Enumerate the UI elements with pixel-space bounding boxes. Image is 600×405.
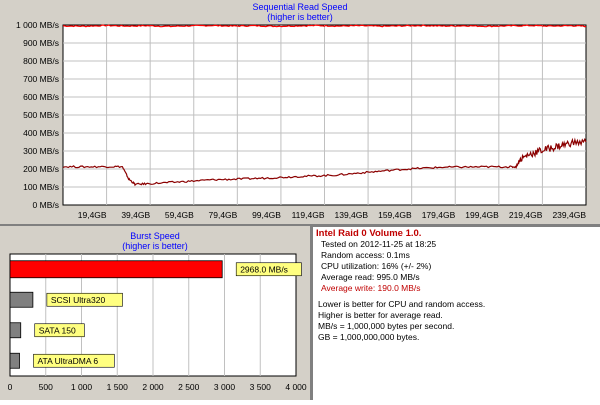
x-tick-label: 79,4GB bbox=[209, 210, 238, 220]
x-tick-label: 239,4GB bbox=[552, 210, 586, 220]
x-tick-label: 179,4GB bbox=[422, 210, 456, 220]
note-line: MB/s = 1,000,000 bytes per second. bbox=[318, 321, 455, 331]
chart-title: Burst Speed bbox=[130, 231, 180, 241]
bar-label: ATA UltraDMA 6 bbox=[38, 356, 99, 366]
y-tick-label: 900 MB/s bbox=[23, 38, 59, 48]
bar-label-box bbox=[34, 323, 85, 338]
bar-label-box bbox=[46, 292, 123, 307]
chart-subtitle: (higher is better) bbox=[267, 12, 333, 22]
y-tick-label: 400 MB/s bbox=[23, 128, 59, 138]
bar bbox=[9, 352, 20, 369]
x-tick-label: 0 bbox=[8, 382, 13, 392]
x-tick-label: 159,4GB bbox=[378, 210, 412, 220]
bar-label: SCSI Ultra320 bbox=[51, 295, 106, 305]
sequential-read-chart: Sequential Read Speed (higher is better)… bbox=[16, 2, 587, 220]
x-tick-label: 500 bbox=[39, 382, 53, 392]
series-line bbox=[63, 24, 587, 28]
bar-label: 2968.0 MB/s bbox=[240, 264, 288, 274]
chart-title: Sequential Read Speed bbox=[252, 2, 347, 12]
x-tick-label: 99,4GB bbox=[252, 210, 281, 220]
tested-on-text: Tested on 2012-11-25 at 18:25 bbox=[321, 239, 437, 249]
burst-speed-panel: Burst Speed (higher is better) 2968.0 MB… bbox=[0, 226, 310, 400]
y-tick-label: 0 MB/s bbox=[33, 200, 59, 210]
bars: 2968.0 MB/s SCSI Ultra320 SATA 150 ATA Ultr… bbox=[9, 260, 302, 369]
data-series bbox=[62, 24, 587, 187]
panel-divider bbox=[0, 224, 600, 226]
x-tick-label: 19,4GB bbox=[78, 210, 107, 220]
bar-label: SATA 150 bbox=[39, 325, 76, 335]
panel-divider bbox=[310, 226, 312, 400]
y-tick-label: 700 MB/s bbox=[23, 74, 59, 84]
average-read-text: Average read: 995.0 MB/s bbox=[321, 272, 420, 282]
note-line: Lower is better for CPU and random acces… bbox=[318, 299, 486, 309]
x-tick-label: 2 500 bbox=[178, 382, 200, 392]
note-line: Higher is better for average read. bbox=[318, 310, 443, 320]
x-axis-ticks: 0 500 1 000 1 500 2 000 2 500 3 000 3 500 4 000 bbox=[8, 382, 307, 392]
random-access-text: Random access: 0.1ms bbox=[321, 250, 410, 260]
bar-label-box bbox=[33, 353, 115, 368]
y-tick-label: 100 MB/s bbox=[23, 182, 59, 192]
x-tick-label: 119,4GB bbox=[292, 210, 325, 220]
x-tick-label: 2 000 bbox=[142, 382, 164, 392]
x-tick-label: 139,4GB bbox=[335, 210, 369, 220]
chart-subtitle: (higher is better) bbox=[122, 241, 188, 251]
series-line bbox=[62, 137, 587, 187]
x-tick-label: 39,4GB bbox=[121, 210, 150, 220]
bar bbox=[9, 322, 22, 339]
y-tick-label: 200 MB/s bbox=[23, 164, 59, 174]
grid-lines bbox=[63, 25, 586, 205]
y-tick-label: 800 MB/s bbox=[23, 56, 59, 66]
results-info-panel: Intel Raid 0 Volume 1.0. Tested on 2012-… bbox=[312, 226, 600, 400]
y-axis-ticks: 0 MB/s 100 MB/s 200 MB/s 300 MB/s 400 MB/s 50… bbox=[16, 20, 59, 210]
x-tick-label: 199,4GB bbox=[465, 210, 499, 220]
x-tick-label: 1 000 bbox=[71, 382, 93, 392]
x-tick-label: 4 000 bbox=[285, 382, 307, 392]
x-tick-label: 3 000 bbox=[214, 382, 236, 392]
bar bbox=[9, 291, 34, 308]
sequential-read-panel: Sequential Read Speed (higher is better)… bbox=[0, 0, 600, 224]
bar-label-box bbox=[235, 262, 302, 277]
note-line: GB = 1,000,000,000 bytes. bbox=[318, 332, 420, 342]
x-tick-label: 219,4GB bbox=[509, 210, 543, 220]
bar bbox=[9, 260, 223, 279]
cpu-utilization-text: CPU utilization: 16% (+/- 2%) bbox=[321, 261, 432, 271]
y-tick-label: 500 MB/s bbox=[23, 110, 59, 120]
x-tick-label: 1 500 bbox=[107, 382, 129, 392]
x-axis-ticks: 19,4GB 39,4GB 59,4GB 79,4GB 99,4GB 119,4GB 139… bbox=[78, 210, 587, 220]
y-tick-label: 1 000 MB/s bbox=[16, 20, 59, 30]
y-tick-label: 600 MB/s bbox=[23, 92, 59, 102]
y-tick-label: 300 MB/s bbox=[23, 146, 59, 156]
volume-title: Intel Raid 0 Volume 1.0. bbox=[316, 228, 422, 239]
x-tick-label: 59,4GB bbox=[165, 210, 194, 220]
burst-speed-chart: Burst Speed (higher is better) 2968.0 MB… bbox=[8, 231, 307, 392]
average-write-text: Average write: 190.0 MB/s bbox=[321, 283, 421, 293]
x-tick-label: 3 500 bbox=[250, 382, 272, 392]
